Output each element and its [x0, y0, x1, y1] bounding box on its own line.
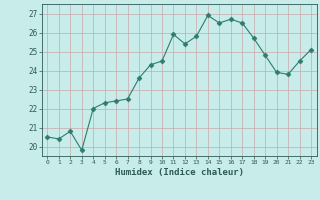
X-axis label: Humidex (Indice chaleur): Humidex (Indice chaleur): [115, 168, 244, 177]
